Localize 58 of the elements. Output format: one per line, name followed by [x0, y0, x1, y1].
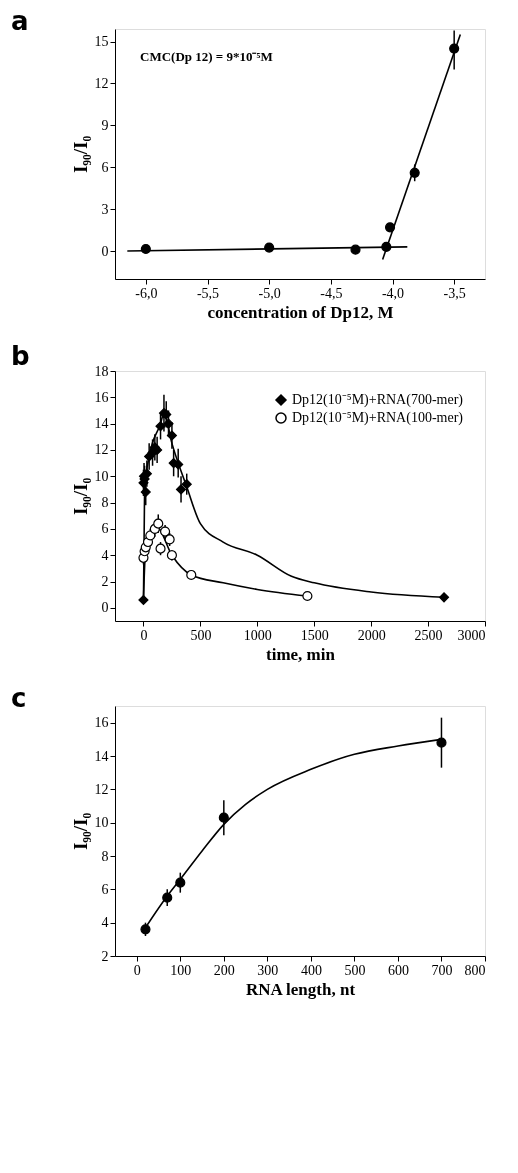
x-tick-label: 500: [344, 962, 366, 978]
x-tick-label: 500: [190, 627, 212, 643]
y-tick-label: 12: [94, 75, 109, 91]
x-tick-label: -5,0: [258, 285, 281, 301]
y-tick-label: 6: [101, 881, 109, 897]
y-tick-label: 9: [101, 117, 109, 133]
x-tick-label: -6,0: [135, 285, 158, 301]
x-axis-title: RNA length, nt: [245, 979, 356, 999]
y-tick-label: 6: [101, 521, 109, 537]
x-tick-label: 600: [387, 962, 409, 978]
x-tick-label: 300: [257, 962, 279, 978]
x-tick-label: -4,5: [320, 285, 343, 301]
y-tick-label: 2: [101, 948, 109, 964]
x-tick-label: 2000: [357, 627, 386, 643]
y-tick-label: 14: [94, 748, 109, 764]
legend-label: Dp12(10⁻⁵M)+RNA(700-mer): [292, 392, 464, 408]
y-tick-label: 16: [94, 715, 109, 731]
y-tick-label: 15: [94, 34, 109, 50]
x-tick-label: 0: [133, 962, 141, 978]
y-axis-title: I₉₀/I₀: [69, 812, 91, 851]
y-tick-label: 3: [101, 201, 109, 217]
x-tick-label: -3,5: [443, 285, 466, 301]
annotation: CMC(Dp 12) = 9*10⁻⁵M: [140, 49, 273, 64]
x-tick-label: 100: [170, 962, 192, 978]
y-tick-label: 10: [94, 815, 109, 831]
y-tick-label: 12: [94, 781, 109, 797]
y-tick-label: 6: [101, 159, 109, 175]
chart-title: b: [11, 341, 30, 371]
x-axis-title: time, min: [266, 644, 336, 664]
y-axis-title: I₉₀/I₀: [69, 477, 91, 516]
y-tick-label: 18: [94, 363, 109, 379]
y-tick-label: 2: [101, 574, 109, 590]
y-tick-label: 14: [94, 416, 109, 432]
x-tick-label: 200: [213, 962, 235, 978]
chart-title: a: [11, 6, 29, 36]
x-tick-label: -4,0: [381, 285, 405, 301]
y-tick-label: 0: [101, 600, 109, 616]
y-axis-title: I₉₀/I₀: [69, 135, 91, 174]
y-tick-label: 8: [101, 848, 109, 864]
legend-label: Dp12(10⁻⁵M)+RNA(100-mer): [292, 410, 464, 426]
x-tick-label: 700: [431, 962, 453, 978]
x-axis-title: concentration of Dp12, M: [207, 302, 394, 322]
x-tick-label: 3000: [457, 627, 486, 643]
x-tick-label: 1000: [243, 627, 272, 643]
x-tick-label: 400: [300, 962, 322, 978]
x-tick-label: 0: [140, 627, 148, 643]
x-tick-label: 800: [464, 962, 486, 978]
y-tick-label: 16: [94, 389, 109, 405]
chart-title: c: [11, 683, 27, 713]
y-tick-label: 10: [94, 468, 109, 484]
x-tick-label: -5,5: [196, 285, 220, 301]
y-tick-label: 4: [101, 547, 109, 563]
y-tick-label: 8: [101, 495, 109, 511]
y-tick-label: 12: [94, 442, 109, 458]
y-tick-label: 4: [101, 915, 109, 931]
y-tick-label: 0: [101, 243, 109, 259]
x-tick-label: 1500: [300, 627, 329, 643]
x-tick-label: 2500: [414, 627, 443, 643]
